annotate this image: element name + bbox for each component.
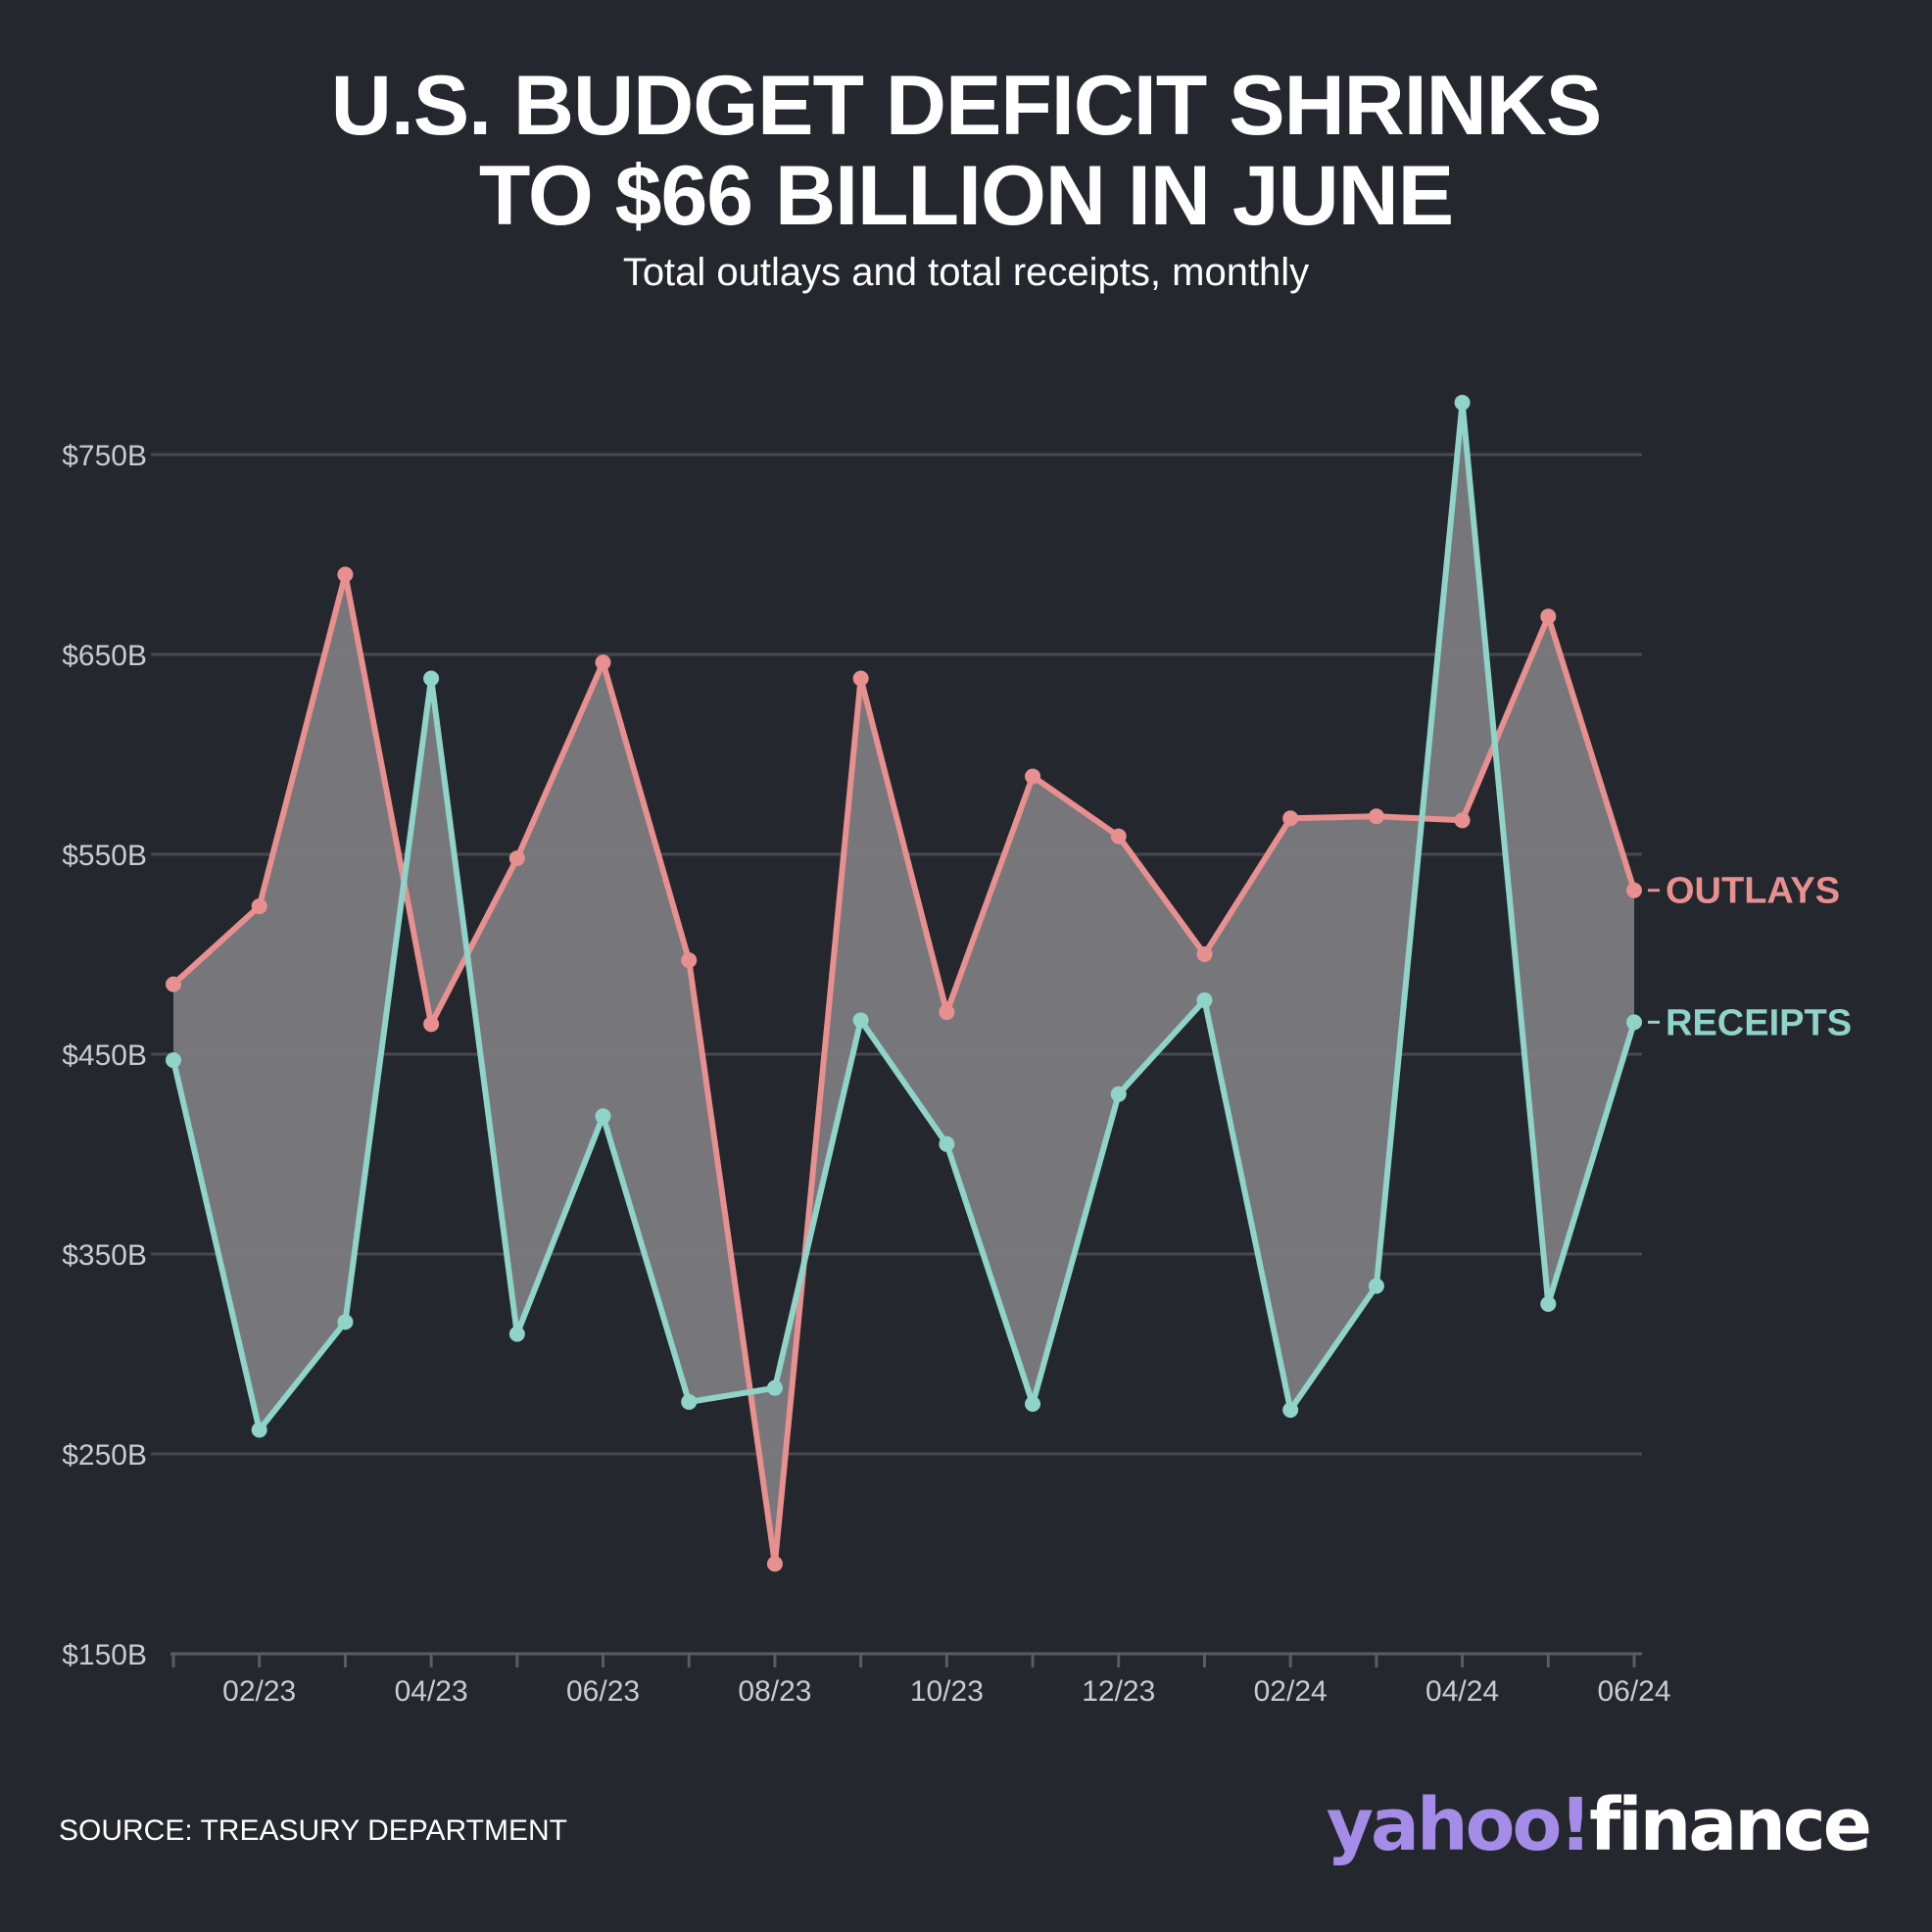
y-tick-label: $450B xyxy=(62,1039,147,1072)
outlays-point xyxy=(1025,768,1041,785)
y-tick-label: $650B xyxy=(62,640,147,672)
outlays-point xyxy=(166,976,181,992)
x-tick-label: 04/23 xyxy=(395,1675,468,1708)
outlays-point xyxy=(681,952,698,969)
series-lines xyxy=(166,394,1642,1572)
receipts-point xyxy=(939,1135,955,1152)
x-tick-label: 06/24 xyxy=(1597,1675,1670,1708)
outlays-point xyxy=(1110,828,1127,845)
outlays-point xyxy=(852,670,869,687)
outlays-point xyxy=(1454,812,1471,829)
receipts-point xyxy=(1025,1396,1041,1412)
x-axis xyxy=(170,1652,1642,1667)
outlays-end-label: OUTLAYS xyxy=(1666,871,1840,912)
outlays-point xyxy=(423,1016,440,1033)
x-tick-label: 02/23 xyxy=(222,1675,296,1708)
outlays-point xyxy=(251,898,267,915)
receipts-point xyxy=(337,1314,354,1330)
y-axis-labels: $150B $250B $350B $450B $550B $650B $750B xyxy=(62,440,147,1671)
receipts-point xyxy=(1626,1014,1642,1031)
y-tick-label: $250B xyxy=(62,1439,147,1472)
receipts-point xyxy=(423,670,440,687)
x-tick-label: 12/23 xyxy=(1082,1675,1155,1708)
outlays-point xyxy=(766,1556,783,1572)
receipts-point xyxy=(1540,1296,1557,1312)
source-note: SOURCE: TREASURY DEPARTMENT xyxy=(59,1814,567,1847)
page-title: U.S. BUDGET DEFICIT SHRINKS TO $66 BILLI… xyxy=(0,61,1932,241)
receipts-point xyxy=(1368,1278,1384,1294)
outlays-point xyxy=(1626,882,1642,898)
page-subtitle: Total outlays and total receipts, monthl… xyxy=(622,251,1310,294)
y-tick-label: $350B xyxy=(62,1239,147,1272)
y-tick-label: $150B xyxy=(62,1639,147,1671)
receipts-point xyxy=(595,1108,611,1125)
receipts-point xyxy=(1282,1402,1299,1419)
receipts-point xyxy=(681,1393,698,1410)
logo-yahoo: yahoo! xyxy=(1326,1783,1592,1867)
series-end-labels: OUTLAYS RECEIPTS xyxy=(1648,871,1852,1043)
receipts-point xyxy=(766,1379,783,1396)
outlays-point xyxy=(595,654,611,671)
x-tick-label: 08/23 xyxy=(738,1675,811,1708)
outlays-point xyxy=(939,1004,955,1021)
receipts-point xyxy=(166,1052,181,1069)
receipts-point xyxy=(1196,991,1213,1008)
outlays-point xyxy=(337,566,354,583)
outlays-point xyxy=(1196,946,1213,962)
x-tick-label: 04/24 xyxy=(1425,1675,1499,1708)
yahoo-finance-logo: yahoo!finance xyxy=(1326,1783,1872,1867)
title-line-1: U.S. BUDGET DEFICIT SHRINKS xyxy=(330,59,1603,153)
x-tick-label: 10/23 xyxy=(910,1675,984,1708)
receipts-end-label: RECEIPTS xyxy=(1666,1002,1852,1043)
outlays-line xyxy=(170,571,1637,1568)
outlays-point xyxy=(1368,808,1384,825)
x-tick-label: 06/23 xyxy=(566,1675,640,1708)
receipts-point xyxy=(1454,394,1471,411)
title-line-2: TO $66 BILLION IN JUNE xyxy=(478,149,1454,243)
receipts-line xyxy=(170,400,1637,1433)
y-tick-label: $750B xyxy=(62,440,147,472)
x-tick-label: 02/24 xyxy=(1254,1675,1328,1708)
outlays-point xyxy=(508,850,525,867)
outlays-point xyxy=(1282,810,1299,827)
receipts-point xyxy=(852,1012,869,1029)
x-axis-labels: 02/23 04/23 06/23 08/23 10/23 12/23 02/24 04/24… xyxy=(222,1675,1670,1708)
outlays-point xyxy=(1540,608,1557,625)
receipts-point xyxy=(251,1422,267,1438)
y-tick-label: $550B xyxy=(62,840,147,872)
logo-finance: finance xyxy=(1589,1783,1872,1867)
receipts-point xyxy=(508,1326,525,1342)
receipts-point xyxy=(1110,1086,1127,1102)
